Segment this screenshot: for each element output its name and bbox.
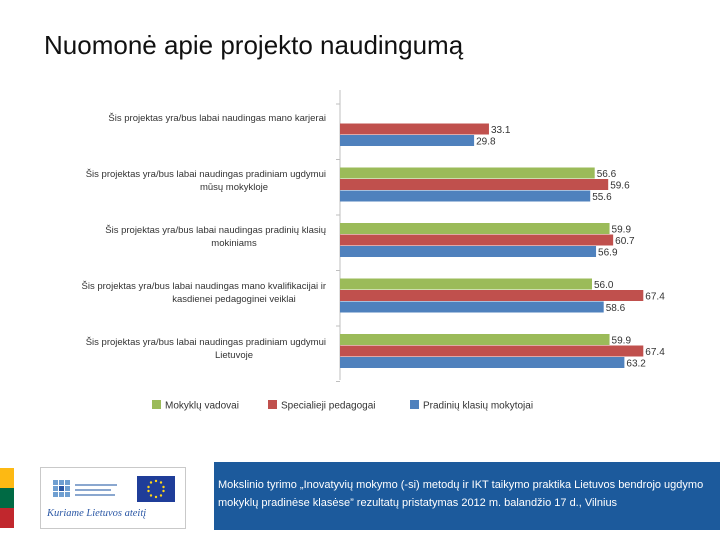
category-label: Šis projektas yra/bus labai naudingas ma… (82, 281, 326, 292)
data-label: 58.6 (606, 303, 626, 314)
legend-swatch (152, 400, 161, 409)
bar-1-1 (340, 179, 609, 190)
eu-flag-icon (137, 476, 175, 502)
category-label: Šis projektas yra/bus labai naudingas pr… (86, 337, 326, 348)
flag-stripe-red (0, 508, 14, 528)
data-label: 56.9 (598, 248, 618, 259)
project-logo: Kuriame Lietuvos ateitį (40, 467, 186, 529)
footer-text: Mokslinio tyrimo „Inovatyvių mokymo (-si… (218, 479, 704, 509)
ministry-logo-icon (53, 480, 117, 497)
bar-chart: Šis projektas yra/bus labai naudingas ma… (82, 90, 665, 412)
bar-2-1 (340, 190, 591, 202)
data-label: 59.9 (612, 336, 632, 347)
bar-2-3 (340, 301, 604, 313)
data-label: 33.1 (491, 125, 511, 136)
legend-swatch (410, 400, 419, 409)
flag-stripe-green (0, 488, 14, 508)
bar-2-2 (340, 246, 597, 257)
legend-swatch (268, 400, 277, 409)
footer-band (214, 462, 720, 530)
bar-0-4 (340, 334, 610, 345)
category-label: Šis projektas yra/bus labai naudingas pr… (86, 169, 326, 180)
logo-slogan: Kuriame Lietuvos ateitį (47, 508, 147, 519)
legend-label: Mokyklų vadovai (165, 401, 239, 412)
data-label: 67.4 (645, 292, 665, 303)
category-label: Lietuvoje (215, 350, 253, 361)
category-label: Šis projektas yra/bus labai naudingas ma… (108, 113, 326, 124)
data-label: 60.7 (615, 236, 635, 247)
data-label: 59.6 (610, 181, 630, 192)
bar-1-2 (340, 234, 614, 246)
category-label: mūsų mokykloje (200, 182, 268, 193)
data-label: 29.8 (476, 137, 496, 148)
data-label: 59.9 (612, 225, 632, 236)
data-label: 56.6 (597, 169, 617, 180)
legend-label: Specialieji pedagogai (281, 401, 376, 412)
slide-title: Nuomonė apie projekto naudingumą (44, 30, 464, 60)
bar-0-3 (340, 278, 592, 290)
bar-1-0 (340, 123, 489, 135)
flag-stripe-yellow (0, 468, 14, 488)
category-label: mokiniams (211, 238, 257, 249)
bar-1-4 (340, 345, 644, 357)
bar-0-1 (340, 167, 595, 179)
data-label: 55.6 (592, 192, 612, 203)
bar-2-4 (340, 357, 625, 368)
bar-0-2 (340, 223, 610, 234)
category-label: Šis projektas yra/bus labai naudingas pr… (105, 225, 326, 236)
data-label: 67.4 (645, 347, 665, 358)
bar-2-0 (340, 135, 475, 146)
legend-label: Pradinių klasių mokytojai (423, 401, 533, 412)
data-label: 63.2 (626, 359, 646, 370)
category-label: kasdienei pedagoginei veiklai (172, 294, 296, 305)
data-label: 56.0 (594, 280, 614, 291)
bar-1-3 (340, 290, 644, 301)
